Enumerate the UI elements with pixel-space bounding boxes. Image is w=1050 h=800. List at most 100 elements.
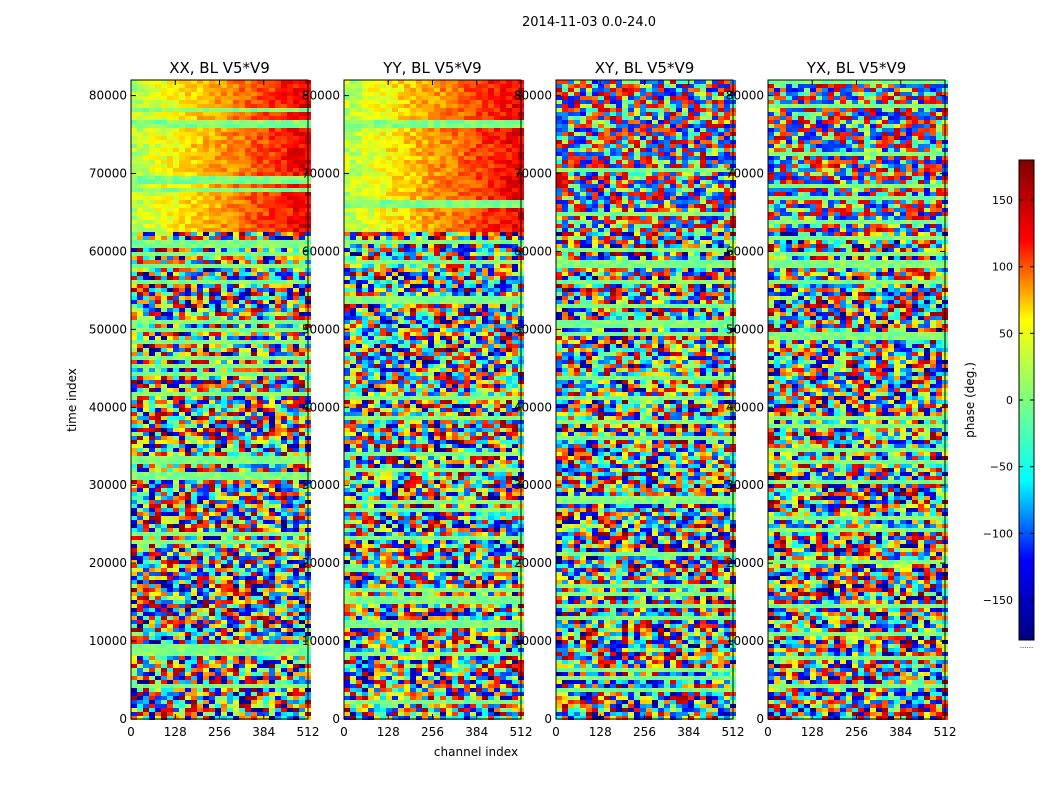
heatmap-cell [287,600,293,604]
heatmap-cell [137,496,143,500]
heatmap-cell [269,444,275,448]
heatmap-cell [257,684,263,688]
heatmap-cell [293,208,299,212]
heatmap-cell [227,544,233,548]
heatmap-cell [143,384,149,388]
heatmap-cell [251,360,257,364]
heatmap-cell [233,168,239,172]
heatmap-cell [275,680,281,684]
heatmap-cell [137,344,143,348]
heatmap-cell [185,344,191,348]
heatmap-cell [275,444,281,448]
heatmap-cell [197,332,203,336]
heatmap-cell [185,712,191,716]
heatmap-cell [131,300,137,304]
heatmap-cell [251,476,257,480]
heatmap-cell [263,672,269,676]
heatmap-cell [215,524,221,528]
heatmap-cell [239,604,245,608]
heatmap-cell [257,468,263,472]
heatmap-cell [227,404,233,408]
heatmap-cell [155,200,161,204]
heatmap-cell [275,356,281,360]
heatmap-cell [215,436,221,440]
heatmap-cell [215,652,221,656]
heatmap-cell [275,124,281,128]
heatmap-cell [155,696,161,700]
heatmap-cell [191,184,197,188]
heatmap-cell [161,424,167,428]
heatmap-cell [293,692,299,696]
heatmap-cell [269,700,275,704]
heatmap-cell [209,648,215,652]
heatmap-cell [137,528,143,532]
heatmap-cell [221,600,227,604]
heatmap-cell [197,256,203,260]
heatmap-cell [161,296,167,300]
heatmap-cell [233,152,239,156]
heatmap-cell [161,320,167,324]
heatmap-cell [458,92,464,96]
heatmap-cell [506,88,512,92]
heatmap-cell [203,708,209,712]
heatmap-cell [197,372,203,376]
heatmap-cell [209,348,215,352]
heatmap-cell [131,268,137,272]
heatmap-cell [281,604,287,608]
heatmap-cell [299,436,305,440]
heatmap-cell [239,296,245,300]
heatmap-cell [137,492,143,496]
heatmap-cell [233,356,239,360]
heatmap-cell [275,228,281,232]
heatmap-cell [131,532,137,536]
heatmap-cell [215,464,221,468]
heatmap-cell [191,544,197,548]
heatmap-cell [143,620,149,624]
heatmap-cell [167,340,173,344]
heatmap-cell [245,644,251,648]
heatmap-cell [239,644,245,648]
heatmap-cell [257,660,263,664]
heatmap-cell [221,664,227,668]
heatmap-cell [179,316,185,320]
heatmap-cell [281,700,287,704]
heatmap-cell [179,344,185,348]
heatmap-cell [239,184,245,188]
heatmap-cell [380,84,386,88]
heatmap-cell [299,124,305,128]
heatmap-cell [245,104,251,108]
heatmap-cell [203,660,209,664]
heatmap-cell [191,404,197,408]
heatmap-cell [191,252,197,256]
heatmap-cell [149,396,155,400]
heatmap-cell [392,96,398,100]
heatmap-cell [275,412,281,416]
heatmap-cell [512,96,518,100]
heatmap-cell [167,128,173,132]
heatmap-cell [281,256,287,260]
heatmap-cell [167,416,173,420]
heatmap-cell [263,612,269,616]
heatmap-cell [233,236,239,240]
heatmap-cell [227,624,233,628]
heatmap-cell [233,444,239,448]
heatmap-cell [251,92,257,96]
heatmap-cell [203,284,209,288]
heatmap-cell [215,160,221,164]
heatmap-cell [287,444,293,448]
heatmap-cell [185,540,191,544]
heatmap-cell [185,504,191,508]
heatmap-cell [161,244,167,248]
heatmap-cell [239,632,245,636]
heatmap-cell [269,244,275,248]
heatmap-cell [251,416,257,420]
heatmap-cell [263,524,269,528]
heatmap-cell [203,596,209,600]
heatmap-cell [221,684,227,688]
heatmap-cell [167,292,173,296]
heatmap-cell [227,448,233,452]
heatmap-cell [293,472,299,476]
heatmap-cell [299,144,305,148]
heatmap-cell [143,88,149,92]
heatmap-cell [257,560,263,564]
